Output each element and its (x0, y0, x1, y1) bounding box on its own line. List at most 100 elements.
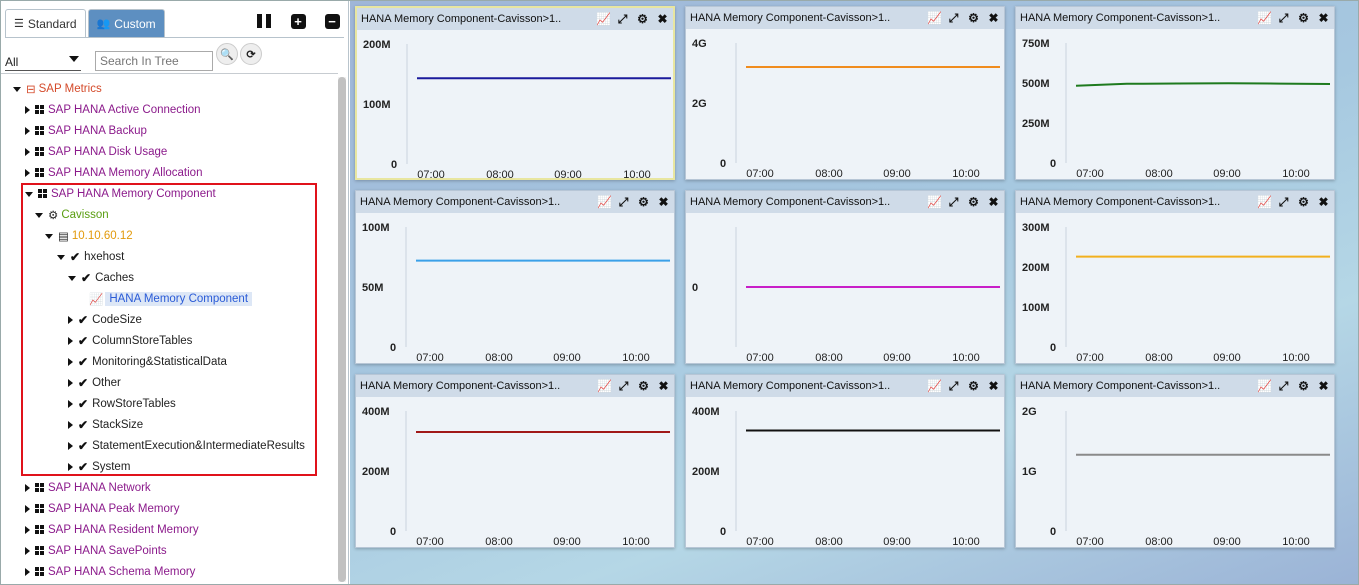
tree-node-schema-memory[interactable]: SAP HANA Schema Memory (25, 562, 195, 582)
caret-right-icon (68, 337, 73, 345)
graph-panel[interactable]: HANA Memory Component-Cavisson>1.. 📈 ⤢ ⚙ ✖ 75… (1015, 6, 1335, 180)
tree-node-label: SAP HANA Active Connection (48, 104, 201, 116)
gear-icon[interactable]: ⚙ (1298, 195, 1309, 209)
close-icon[interactable]: ✖ (658, 195, 669, 209)
panel-header[interactable]: HANA Memory Component-Cavisson>1.. 📈 ⤢ ⚙ ✖ (686, 7, 1004, 29)
tree-node-statementexecution[interactable]: ✔ StatementExecution&IntermediateResults (68, 436, 305, 456)
x-tick-label: 10:00 (952, 536, 980, 547)
close-icon[interactable]: ✖ (1318, 11, 1329, 25)
tree-node-other[interactable]: ✔ Other (68, 373, 121, 393)
x-tick-label: 10:00 (622, 536, 650, 547)
graph-panel[interactable]: HANA Memory Component-Cavisson>1.. 📈 ⤢ ⚙ ✖ 40… (355, 374, 675, 548)
chart-type-icon[interactable]: 📈 (927, 379, 942, 393)
close-icon[interactable]: ✖ (1318, 379, 1329, 393)
gear-icon[interactable]: ⚙ (1298, 11, 1309, 25)
panel-actions: 📈 ⤢ ⚙ ✖ (1257, 195, 1330, 210)
tree-node-columnstoretables[interactable]: ✔ ColumnStoreTables (68, 331, 192, 351)
tree-node-savepoints[interactable]: SAP HANA SavePoints (25, 541, 167, 561)
maximize-icon[interactable]: ⤢ (618, 378, 629, 393)
close-icon[interactable]: ✖ (988, 195, 999, 209)
graph-panel[interactable]: HANA Memory Component-Cavisson>1.. 📈 ⤢ ⚙ ✖ 0 0… (685, 190, 1005, 364)
tree-node-resident-memory[interactable]: SAP HANA Resident Memory (25, 520, 199, 540)
chart-type-icon[interactable]: 📈 (927, 195, 942, 209)
tree-node-system[interactable]: ✔ System (68, 457, 130, 477)
line-chart-icon: 📈 (89, 294, 104, 306)
caret-down-icon (13, 86, 21, 92)
gear-icon[interactable]: ⚙ (968, 379, 979, 393)
series-line[interactable] (1075, 82, 1331, 87)
maximize-icon[interactable]: ⤢ (1278, 378, 1289, 393)
maximize-icon[interactable]: ⤢ (948, 10, 959, 25)
close-icon[interactable]: ✖ (658, 379, 669, 393)
tree-node-host[interactable]: ✔ hxehost (57, 247, 124, 267)
refresh-button[interactable]: ⟳ (240, 43, 262, 65)
panel-header[interactable]: HANA Memory Component-Cavisson>1.. 📈 ⤢ ⚙ ✖ (1016, 7, 1334, 29)
gear-icon[interactable]: ⚙ (968, 11, 979, 25)
tree-node-peak-memory[interactable]: SAP HANA Peak Memory (25, 499, 179, 519)
maximize-icon[interactable]: ⤢ (1278, 194, 1289, 209)
tree-node-stacksize[interactable]: ✔ StackSize (68, 415, 143, 435)
gear-icon[interactable]: ⚙ (638, 195, 649, 209)
tree-node-rowstoretables[interactable]: ✔ RowStoreTables (68, 394, 176, 414)
gear-icon[interactable]: ⚙ (638, 379, 649, 393)
panel-header[interactable]: HANA Memory Component-Cavisson>1.. 📈 ⤢ ⚙ ✖ (686, 375, 1004, 397)
graph-panel[interactable]: HANA Memory Component-Cavisson>1.. 📈 ⤢ ⚙ ✖ 30… (1015, 190, 1335, 364)
tree-node-memory-component[interactable]: SAP HANA Memory Component (25, 184, 216, 204)
tree-scrollbar[interactable] (338, 77, 346, 582)
tree-node-active-connection[interactable]: SAP HANA Active Connection (25, 100, 201, 120)
search-button[interactable]: 🔍 (216, 43, 238, 65)
maximize-icon[interactable]: ⤢ (1278, 10, 1289, 25)
panel-header[interactable]: HANA Memory Component-Cavisson>1.. 📈 ⤢ ⚙ ✖ (686, 191, 1004, 213)
tree-node-label: ColumnStoreTables (92, 335, 193, 347)
chart-type-icon[interactable]: 📈 (597, 379, 612, 393)
panel-header[interactable]: HANA Memory Component-Cavisson>1.. 📈 ⤢ ⚙ ✖ (356, 375, 674, 397)
gear-icon[interactable]: ⚙ (1298, 379, 1309, 393)
tree-node-backup[interactable]: SAP HANA Backup (25, 121, 147, 141)
panel-header[interactable]: HANA Memory Component-Cavisson>1.. 📈 ⤢ ⚙ ✖ (356, 191, 674, 213)
maximize-icon[interactable]: ⤢ (618, 194, 629, 209)
chart-type-icon[interactable]: 📈 (1257, 195, 1272, 209)
gear-icon[interactable]: ⚙ (968, 195, 979, 209)
tree-node-server[interactable]: ▤ 10.10.60.12 (45, 226, 133, 246)
chart-type-icon[interactable]: 📈 (596, 12, 611, 26)
chart-type-icon[interactable]: 📈 (927, 11, 942, 25)
close-icon[interactable]: ✖ (657, 12, 668, 26)
collapse-all-button[interactable]: − (324, 13, 340, 29)
close-icon[interactable]: ✖ (988, 11, 999, 25)
tree-node-codesize[interactable]: ✔ CodeSize (68, 310, 142, 330)
tree-node-memory-allocation[interactable]: SAP HANA Memory Allocation (25, 163, 202, 183)
panel-header[interactable]: HANA Memory Component-Cavisson>1.. 📈 ⤢ ⚙ ✖ (1016, 375, 1334, 397)
graph-panel[interactable]: HANA Memory Component-Cavisson>1.. 📈 ⤢ ⚙ ✖ 40… (685, 374, 1005, 548)
tree-node-network[interactable]: SAP HANA Network (25, 478, 151, 498)
panel-header[interactable]: HANA Memory Component-Cavisson>1.. 📈 ⤢ ⚙ ✖ (357, 8, 673, 30)
gear-icon[interactable]: ⚙ (637, 12, 648, 26)
panel-header[interactable]: HANA Memory Component-Cavisson>1.. 📈 ⤢ ⚙ ✖ (1016, 191, 1334, 213)
graph-panel[interactable]: HANA Memory Component-Cavisson>1.. 📈 ⤢ ⚙ ✖ 20… (355, 6, 675, 180)
tree-node-monitoring[interactable]: ✔ Monitoring&StatisticalData (68, 352, 227, 372)
panel-chart-area: 400M 200M 0 07:00 08:00 09:00 10:00 (356, 397, 674, 547)
graph-panel[interactable]: HANA Memory Component-Cavisson>1.. 📈 ⤢ ⚙ ✖ 4G… (685, 6, 1005, 180)
search-tree-input[interactable] (95, 51, 213, 71)
tree-node-caches[interactable]: ✔ Caches (68, 268, 134, 288)
chart-type-icon[interactable]: 📈 (1257, 11, 1272, 25)
tree-leaf-hana-memory-component[interactable]: 📈 HANA Memory Component (89, 289, 253, 309)
chart-type-icon[interactable]: 📈 (597, 195, 612, 209)
maximize-icon[interactable]: ⤢ (617, 11, 628, 26)
graph-panel[interactable]: HANA Memory Component-Cavisson>1.. 📈 ⤢ ⚙ ✖ 2G… (1015, 374, 1335, 548)
tree-node-disk-usage[interactable]: SAP HANA Disk Usage (25, 142, 167, 162)
scrollbar-thumb[interactable] (338, 77, 346, 582)
graph-panel[interactable]: HANA Memory Component-Cavisson>1.. 📈 ⤢ ⚙ ✖ 10… (355, 190, 675, 364)
filter-dropdown[interactable]: All (5, 51, 81, 71)
x-tick-label: 08:00 (815, 536, 843, 547)
maximize-icon[interactable]: ⤢ (948, 194, 959, 209)
tree-node-tier[interactable]: ⚙ Cavisson (35, 205, 109, 225)
pause-button[interactable] (256, 13, 272, 29)
tab-standard[interactable]: ☰ Standard (5, 9, 86, 37)
maximize-icon[interactable]: ⤢ (948, 378, 959, 393)
close-icon[interactable]: ✖ (1318, 195, 1329, 209)
close-icon[interactable]: ✖ (988, 379, 999, 393)
tree-node-sap-metrics[interactable]: ⊟ SAP Metrics (13, 79, 102, 99)
tab-custom[interactable]: 👥 Custom (87, 9, 165, 37)
expand-all-button[interactable]: + (290, 13, 306, 29)
chart-type-icon[interactable]: 📈 (1257, 379, 1272, 393)
